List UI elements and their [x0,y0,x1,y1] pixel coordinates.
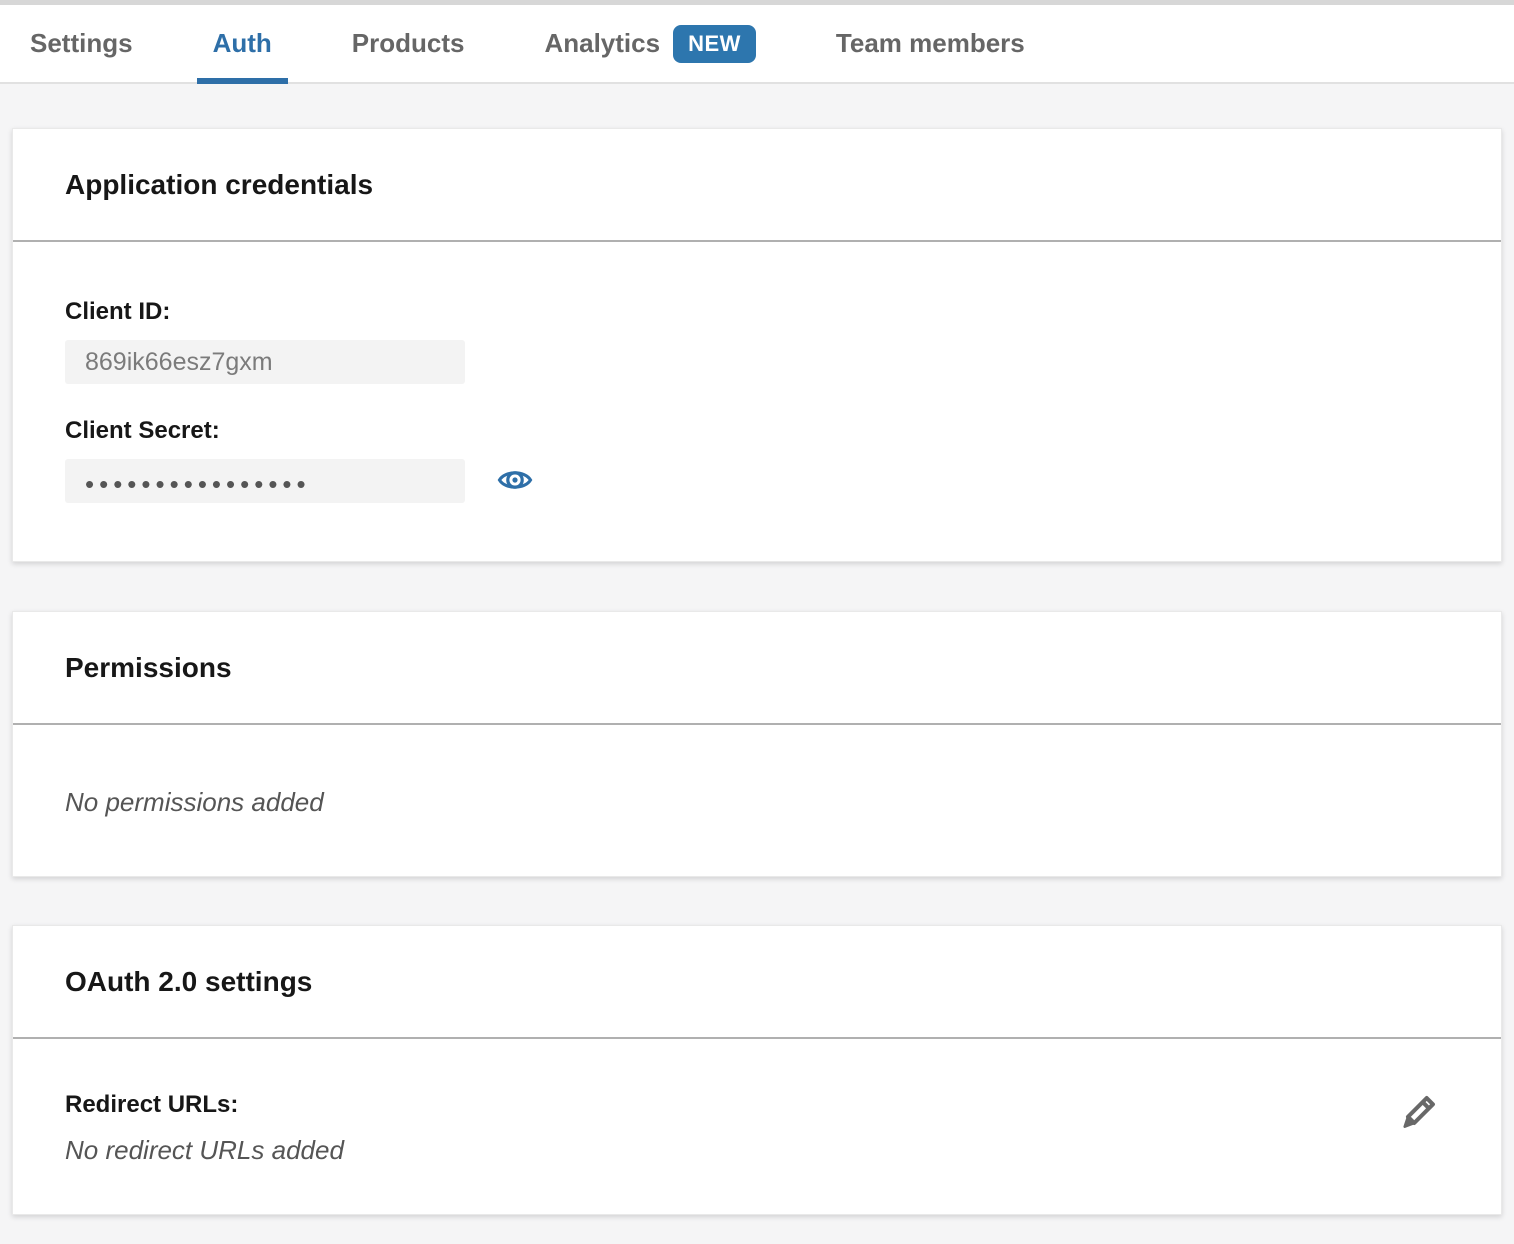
new-badge: NEW [673,24,756,63]
tab-settings-label: Settings [30,28,133,58]
show-secret-button[interactable] [497,465,533,497]
permissions-body: No permissions added [13,725,1501,876]
client-secret-label: Client Secret: [65,417,220,444]
permissions-empty-text: No permissions added [65,787,324,817]
oauth-settings-body: Redirect URLs: No redirect URLs added [13,1039,1501,1214]
tab-analytics-label: Analytics [544,28,661,58]
edit-redirect-urls-button[interactable] [1395,1089,1443,1137]
redirect-urls-label: Redirect URLs: [65,1091,239,1118]
permissions-card: Permissions No permissions added [12,611,1502,877]
pencil-icon [1397,1090,1441,1137]
tab-analytics[interactable]: Analytics NEW [544,5,756,82]
oauth-settings-header: OAuth 2.0 settings [13,926,1501,1039]
tab-bar: Settings Auth Products Analytics NEW Tea… [0,5,1514,84]
client-secret-row: •••••••••••••••• [65,445,1449,503]
tab-team-members[interactable]: Team members [836,5,1025,82]
permissions-header: Permissions [13,612,1501,725]
redirect-urls-group: Redirect URLs: No redirect URLs added [65,1091,344,1166]
client-secret-masked-value: •••••••••••••••• [85,469,311,499]
permissions-title: Permissions [65,651,232,683]
active-tab-underline [196,78,288,84]
top-divider [0,0,1514,5]
client-id-field[interactable]: 869ik66esz7gxm [65,340,465,384]
application-credentials-header: Application credentials [13,129,1501,242]
tab-auth-label: Auth [212,28,272,58]
tab-team-members-label: Team members [835,28,1025,58]
client-secret-field[interactable]: •••••••••••••••• [65,459,465,503]
tab-products[interactable]: Products [352,5,465,82]
application-credentials-title: Application credentials [65,168,374,200]
oauth-settings-card: OAuth 2.0 settings Redirect URLs: No red… [12,925,1502,1215]
tab-auth[interactable]: Auth [196,5,288,84]
client-id-value: 869ik66esz7gxm [85,347,273,376]
application-credentials-body: Client ID: 869ik66esz7gxm Client Secret:… [13,242,1501,561]
main-content: Application credentials Client ID: 869ik… [0,128,1514,1215]
redirect-urls-empty-text: No redirect URLs added [65,1135,344,1165]
application-credentials-card: Application credentials Client ID: 869ik… [12,128,1502,562]
tab-products-label: Products [351,28,465,58]
eye-icon [497,466,533,497]
oauth-settings-title: OAuth 2.0 settings [65,965,313,997]
tab-settings[interactable]: Settings [30,5,133,82]
client-id-label: Client ID: [65,298,171,325]
